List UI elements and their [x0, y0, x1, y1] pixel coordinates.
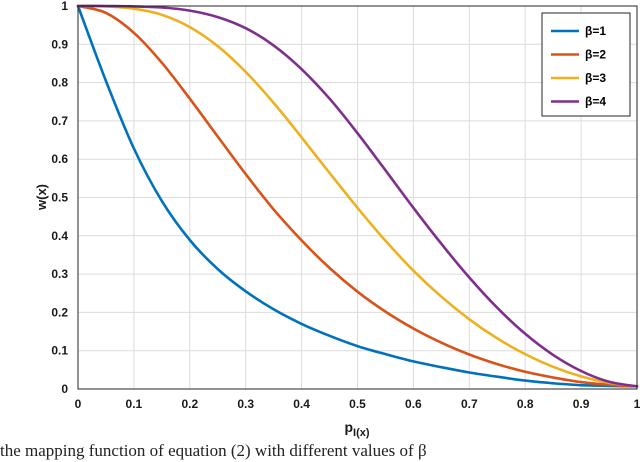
plot-frame — [77, 5, 638, 390]
svg-text:pI(x): pI(x) — [344, 419, 369, 439]
figure-caption: the mapping function of equation (2) wit… — [0, 441, 427, 460]
x-tick-label: 0.4 — [293, 397, 310, 411]
x-tick-label: 0.8 — [517, 397, 534, 411]
legend-label-beta-4: β=4 — [585, 95, 606, 109]
y-tick-label: 0.7 — [51, 114, 68, 128]
x-axis-label: p — [344, 419, 353, 435]
series-layer — [76, 4, 639, 388]
series-line-beta-2 — [76, 4, 639, 388]
x-tick-label: 0.6 — [405, 397, 422, 411]
y-tick-label: 0.4 — [51, 229, 68, 243]
tick-labels: 0 0.1 0.2 0.3 0.4 0.5 0.6 0.7 0.8 0.9 1 0 0.1 0.2 0.3 0… — [51, 0, 640, 411]
series-line-beta-4 — [76, 4, 639, 388]
x-tick-label: 0.9 — [573, 397, 590, 411]
x-axis-subscript: I(x) — [353, 427, 370, 439]
y-tick-label: 0.2 — [51, 305, 68, 319]
y-tick-label: 0.3 — [51, 267, 68, 281]
series-line-beta-1 — [76, 4, 639, 388]
x-tick-label: 1 — [634, 397, 640, 411]
legend: β=1 β=2 β=3 β=4 — [541, 12, 631, 117]
y-axis-label: w(x) — [34, 184, 49, 211]
y-tick-label: 0.5 — [51, 191, 68, 205]
series-line-beta-3 — [76, 4, 639, 388]
x-tick-label: 0.3 — [237, 397, 254, 411]
x-tick-label: 0.7 — [461, 397, 478, 411]
legend-label-beta-3: β=3 — [585, 71, 606, 85]
y-tick-label: 1 — [61, 0, 68, 13]
chart: 0 0.1 0.2 0.3 0.4 0.5 0.6 0.7 0.8 0.9 1 0 0.1 0.2 0.3 0… — [34, 0, 640, 439]
y-tick-label: 0 — [61, 382, 68, 396]
y-tick-label: 0.6 — [51, 152, 68, 166]
x-axis-title: pI(x) — [344, 419, 369, 439]
x-tick-label: 0.1 — [126, 397, 143, 411]
y-tick-label: 0.8 — [51, 76, 68, 90]
x-tick-label: 0.5 — [349, 397, 366, 411]
y-tick-label: 0.1 — [51, 344, 68, 358]
legend-label-beta-2: β=2 — [585, 48, 606, 62]
legend-label-beta-1: β=1 — [585, 24, 606, 38]
y-tick-label: 0.9 — [51, 37, 68, 51]
x-tick-label: 0.2 — [181, 397, 198, 411]
x-tick-label: 0 — [75, 397, 82, 411]
